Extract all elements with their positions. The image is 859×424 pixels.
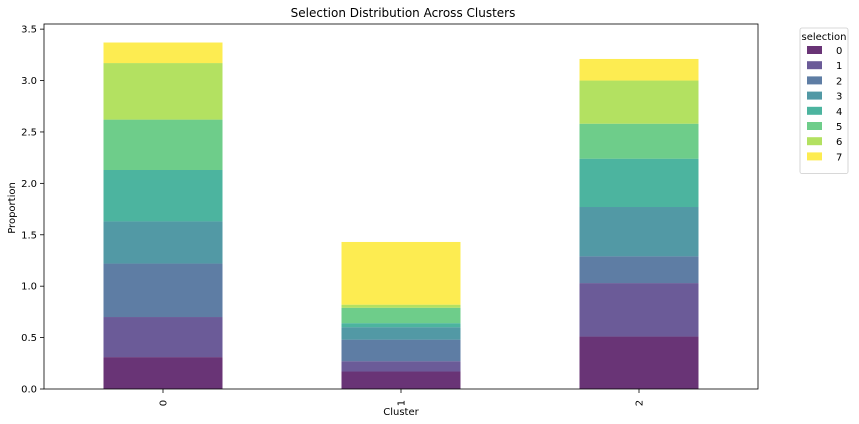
legend-swatch-2 xyxy=(807,76,822,85)
y-tick-label: 0.0 xyxy=(21,385,37,396)
legend-swatch-1 xyxy=(807,61,822,70)
legend-label-1: 1 xyxy=(836,61,842,72)
legend-label-3: 3 xyxy=(836,92,842,103)
y-tick-label: 1.5 xyxy=(21,230,37,241)
x-tick-label: 0 xyxy=(159,400,170,406)
bar-cluster-0-selection-1 xyxy=(103,317,223,358)
legend-swatch-4 xyxy=(807,106,822,115)
chart-title: Selection Distribution Across Clusters xyxy=(291,6,516,20)
bar-cluster-2-selection-3 xyxy=(579,207,699,257)
bar-cluster-1-selection-2 xyxy=(341,339,461,362)
bar-cluster-2-selection-2 xyxy=(579,256,699,284)
x-tick-label: 1 xyxy=(397,400,408,406)
y-tick-label: 0.5 xyxy=(21,333,37,344)
bar-cluster-1-selection-0 xyxy=(341,371,461,389)
y-tick-label: 2.5 xyxy=(21,127,37,138)
bar-cluster-0-selection-0 xyxy=(103,357,223,389)
bar-cluster-2-selection-4 xyxy=(579,158,699,208)
legend-swatch-0 xyxy=(807,46,822,54)
bar-cluster-1-selection-4 xyxy=(341,323,461,328)
x-axis-label: Cluster xyxy=(383,407,419,418)
y-axis-label: Proportion xyxy=(7,182,18,234)
legend-swatch-5 xyxy=(807,122,822,130)
bar-cluster-1-selection-5 xyxy=(341,307,461,324)
legend-swatch-3 xyxy=(807,91,822,100)
x-tick-label: 2 xyxy=(635,400,646,406)
bar-cluster-0-selection-3 xyxy=(103,221,223,264)
bar-cluster-2-selection-0 xyxy=(579,336,699,389)
legend-title: selection xyxy=(802,32,847,43)
legend-swatch-6 xyxy=(807,137,822,146)
y-tick-label: 3.5 xyxy=(21,25,37,36)
bar-cluster-2-selection-5 xyxy=(579,123,699,159)
legend-label-6: 6 xyxy=(836,137,842,148)
legend-label-4: 4 xyxy=(836,107,842,118)
bar-cluster-0-selection-6 xyxy=(103,63,223,120)
bar-cluster-1-selection-7 xyxy=(341,241,461,305)
legend-label-0: 0 xyxy=(836,46,842,57)
bar-cluster-1-selection-3 xyxy=(341,327,461,340)
bar-cluster-2-selection-7 xyxy=(579,58,699,81)
bar-cluster-0-selection-2 xyxy=(103,263,223,318)
y-tick-label: 2.0 xyxy=(21,179,37,190)
legend-swatch-7 xyxy=(807,152,822,161)
plot-area: 0 1 2 0.0 0.5 1.0 1.5 2.0 2.5 3.0 3.5 xyxy=(21,23,759,406)
bar-cluster-1-selection-1 xyxy=(341,361,461,372)
legend-label-5: 5 xyxy=(836,122,842,133)
plot-frame xyxy=(43,23,759,390)
bar-cluster-2-selection-6 xyxy=(579,80,699,124)
bar-cluster-0-selection-4 xyxy=(103,170,223,222)
y-tick-label: 3.0 xyxy=(21,76,37,87)
y-tick-label: 1.0 xyxy=(21,282,37,293)
legend-label-2: 2 xyxy=(836,76,842,87)
bar-cluster-0-selection-7 xyxy=(103,42,223,64)
bar-cluster-2-selection-1 xyxy=(579,283,699,337)
bar-cluster-0-selection-5 xyxy=(103,119,223,170)
legend: selection 0 1 2 3 4 5 6 7 xyxy=(799,27,849,175)
bar-cluster-1-selection-6 xyxy=(341,304,461,308)
legend-label-7: 7 xyxy=(836,152,842,163)
